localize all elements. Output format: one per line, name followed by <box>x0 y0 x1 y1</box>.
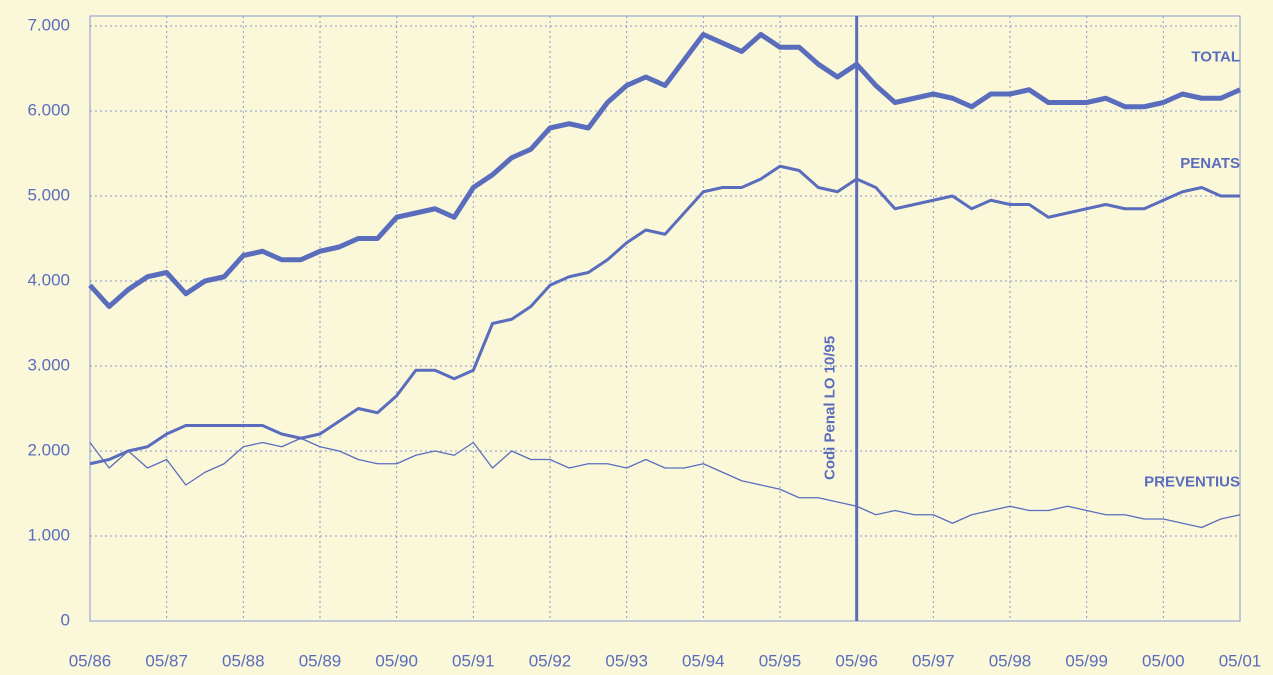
series-line <box>89 437 1241 529</box>
y-tick-label: 1.000 <box>27 525 70 544</box>
series-label: TOTAL <box>1191 49 1240 66</box>
series-line <box>88 32 1242 309</box>
series-label: PREVENTIUS <box>1144 474 1240 491</box>
x-tick-label: 05/88 <box>222 651 265 670</box>
x-tick-label: 05/86 <box>69 651 112 670</box>
y-tick-label: 4.000 <box>27 270 70 289</box>
y-tick-label: 0 <box>61 610 70 629</box>
x-tick-label: 05/97 <box>912 651 955 670</box>
series-label: PENATS <box>1180 155 1240 172</box>
x-tick-label: 05/87 <box>145 651 188 670</box>
x-tick-label: 05/96 <box>835 651 878 670</box>
x-tick-label: 05/90 <box>375 651 418 670</box>
x-tick-label: 05/93 <box>605 651 648 670</box>
x-tick-label: 05/98 <box>989 651 1032 670</box>
x-tick-label: 05/92 <box>529 651 572 670</box>
x-tick-label: 05/94 <box>682 651 725 670</box>
x-tick-label: 05/95 <box>759 651 802 670</box>
x-tick-label: 05/89 <box>299 651 342 670</box>
y-tick-label: 3.000 <box>27 355 70 374</box>
y-tick-label: 5.000 <box>27 185 70 204</box>
x-tick-label: 05/91 <box>452 651 495 670</box>
annotation-label: Codi Penal LO 10/95 <box>822 336 839 480</box>
x-tick-label: 05/00 <box>1142 651 1185 670</box>
y-tick-label: 6.000 <box>27 100 70 119</box>
x-tick-label: 05/01 <box>1219 651 1262 670</box>
plot-area <box>89 15 1241 622</box>
x-tick-label: 05/99 <box>1065 651 1108 670</box>
y-tick-label: 7.000 <box>27 15 70 34</box>
series-line <box>89 164 1240 466</box>
y-tick-label: 2.000 <box>27 440 70 459</box>
